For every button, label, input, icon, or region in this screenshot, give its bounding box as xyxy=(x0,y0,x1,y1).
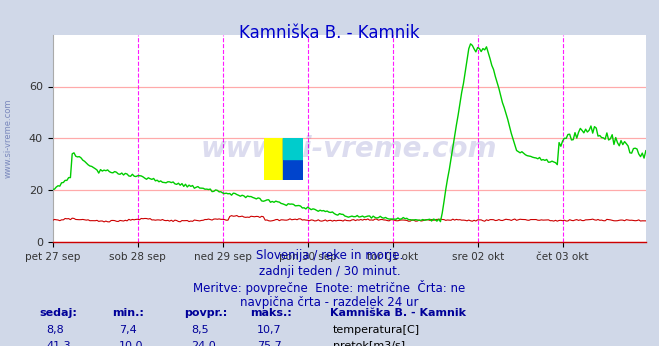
Text: 8,5: 8,5 xyxy=(191,325,209,335)
Text: maks.:: maks.: xyxy=(250,308,292,318)
Text: 75,7: 75,7 xyxy=(257,341,282,346)
Text: povpr.:: povpr.: xyxy=(185,308,228,318)
Text: 7,4: 7,4 xyxy=(119,325,136,335)
Bar xyxy=(264,138,283,180)
Text: 41,3: 41,3 xyxy=(46,341,71,346)
Text: 10,0: 10,0 xyxy=(119,341,143,346)
Text: Kamniška B. - Kamnik: Kamniška B. - Kamnik xyxy=(330,308,465,318)
Text: zadnji teden / 30 minut.: zadnji teden / 30 minut. xyxy=(259,265,400,278)
Text: sedaj:: sedaj: xyxy=(40,308,77,318)
Text: www.si-vreme.com: www.si-vreme.com xyxy=(201,135,498,163)
Text: www.si-vreme.com: www.si-vreme.com xyxy=(3,99,13,178)
Text: Kamniška B. - Kamnik: Kamniška B. - Kamnik xyxy=(239,24,420,42)
Text: temperatura[C]: temperatura[C] xyxy=(333,325,420,335)
Text: pretok[m3/s]: pretok[m3/s] xyxy=(333,341,405,346)
Bar xyxy=(283,138,303,159)
Text: 24,0: 24,0 xyxy=(191,341,216,346)
Text: min.:: min.: xyxy=(112,308,144,318)
Bar xyxy=(283,138,303,180)
Text: 8,8: 8,8 xyxy=(46,325,64,335)
Text: navpična črta - razdelek 24 ur: navpična črta - razdelek 24 ur xyxy=(241,296,418,309)
Text: 10,7: 10,7 xyxy=(257,325,281,335)
Text: Slovenija / reke in morje.: Slovenija / reke in morje. xyxy=(256,249,403,262)
Text: Meritve: povprečne  Enote: metrične  Črta: ne: Meritve: povprečne Enote: metrične Črta:… xyxy=(193,280,466,295)
